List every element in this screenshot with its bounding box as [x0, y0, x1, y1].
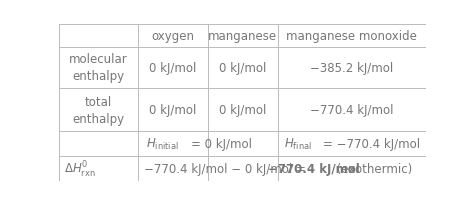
Text: molecular
enthalpy: molecular enthalpy — [69, 53, 128, 83]
Text: −770.4 kJ/mol: −770.4 kJ/mol — [310, 104, 394, 117]
Text: $H_{\mathrm{initial}}$: $H_{\mathrm{initial}}$ — [146, 136, 179, 152]
Text: manganese: manganese — [208, 30, 277, 42]
Text: total
enthalpy: total enthalpy — [72, 95, 125, 125]
Text: = −770.4 kJ/mol: = −770.4 kJ/mol — [323, 137, 420, 151]
Text: oxygen: oxygen — [151, 30, 194, 42]
Text: $H_{\mathrm{final}}$: $H_{\mathrm{final}}$ — [284, 136, 312, 152]
Text: manganese monoxide: manganese monoxide — [286, 30, 417, 42]
Text: = 0 kJ/mol: = 0 kJ/mol — [191, 137, 252, 151]
Text: 0 kJ/mol: 0 kJ/mol — [149, 104, 197, 117]
Text: −770.4 kJ/mol: −770.4 kJ/mol — [268, 162, 359, 175]
Text: 0 kJ/mol: 0 kJ/mol — [219, 104, 266, 117]
Text: −385.2 kJ/mol: −385.2 kJ/mol — [310, 62, 394, 75]
Text: (exothermic): (exothermic) — [333, 162, 413, 175]
Text: 0 kJ/mol: 0 kJ/mol — [149, 62, 197, 75]
Text: 0 kJ/mol: 0 kJ/mol — [219, 62, 266, 75]
Text: $\Delta H^0_{\mathrm{rxn}}$: $\Delta H^0_{\mathrm{rxn}}$ — [64, 159, 96, 179]
Text: −770.4 kJ/mol − 0 kJ/mol =: −770.4 kJ/mol − 0 kJ/mol = — [144, 162, 310, 175]
